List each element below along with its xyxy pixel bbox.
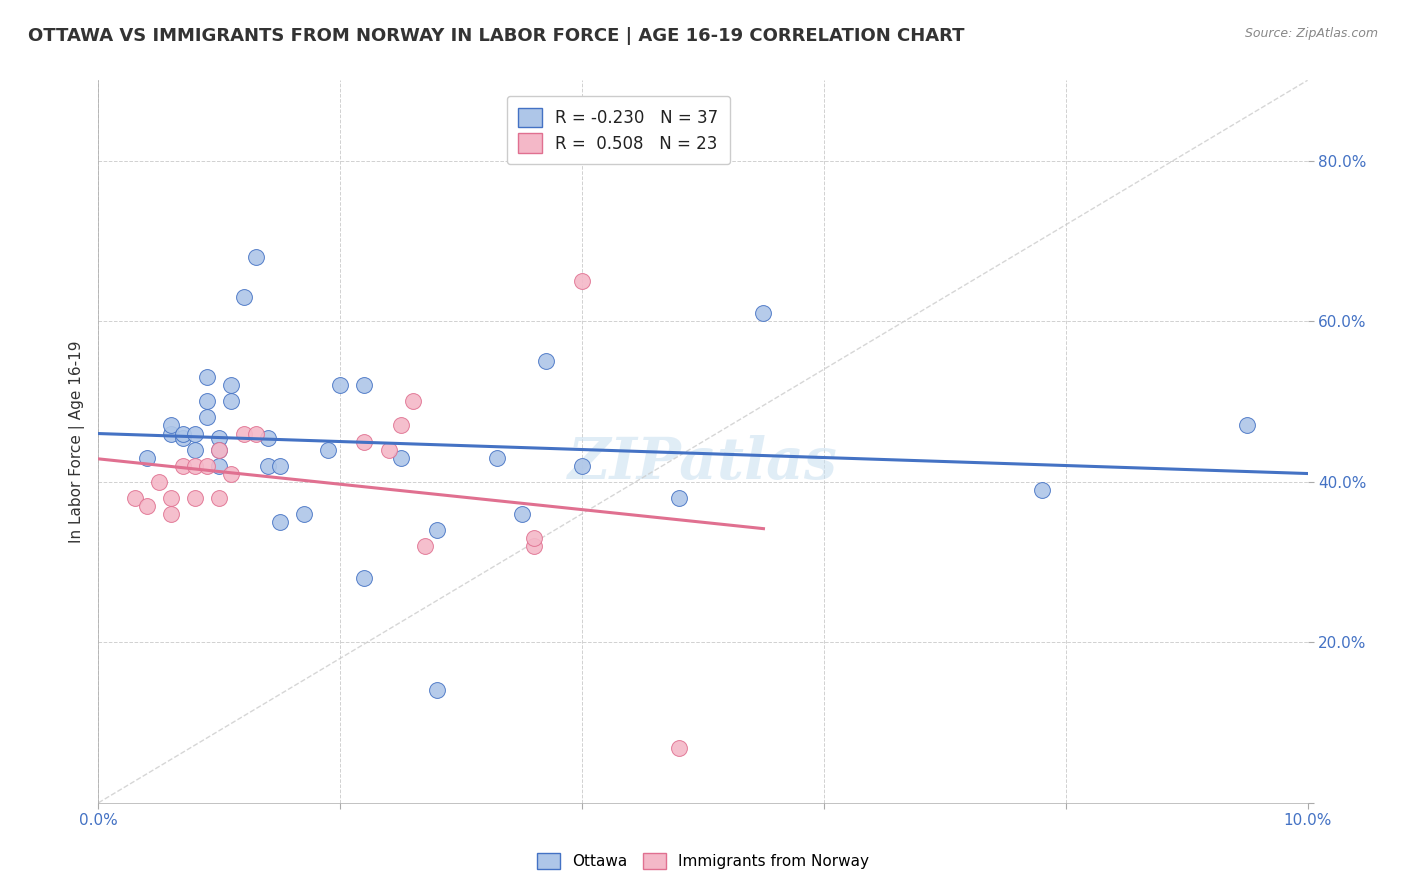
Point [124,491,146,505]
Point [208,442,231,457]
Point [135,499,157,513]
Point [1236,418,1258,433]
Y-axis label: In Labor Force | Age 16-19: In Labor Force | Age 16-19 [69,340,84,543]
Point [221,467,243,481]
Point [256,458,278,473]
Point [377,442,399,457]
Point [160,426,183,441]
Point [571,458,593,473]
Point [160,507,183,521]
Text: Source: ZipAtlas.com: Source: ZipAtlas.com [1244,27,1378,40]
Point [668,741,690,756]
Point [523,539,546,553]
Point [148,475,170,489]
Point [160,418,183,433]
Point [221,378,243,392]
Point [232,290,254,304]
Point [208,430,231,444]
Point [172,458,194,473]
Point [245,250,267,264]
Point [208,458,231,473]
Point [269,515,291,529]
Point [523,531,546,545]
Point [184,491,207,505]
Legend: Ottawa, Immigrants from Norway: Ottawa, Immigrants from Norway [531,847,875,875]
Point [668,491,690,505]
Point [195,370,218,384]
Point [534,354,557,368]
Point [232,426,254,441]
Point [172,426,194,441]
Point [413,539,436,553]
Point [752,306,775,320]
Point [389,450,412,465]
Point [195,410,218,425]
Point [292,507,315,521]
Point [245,426,267,441]
Point [426,523,449,537]
Point [208,442,231,457]
Point [195,394,218,409]
Point [353,571,375,585]
Point [135,450,157,465]
Point [208,491,231,505]
Point [195,458,218,473]
Point [389,418,412,433]
Point [329,378,352,392]
Point [316,442,339,457]
Point [353,378,375,392]
Point [160,491,183,505]
Point [426,683,449,698]
Point [1031,483,1053,497]
Point [256,430,278,444]
Point [571,274,593,288]
Point [184,458,207,473]
Point [269,458,291,473]
Text: OTTAWA VS IMMIGRANTS FROM NORWAY IN LABOR FORCE | AGE 16-19 CORRELATION CHART: OTTAWA VS IMMIGRANTS FROM NORWAY IN LABO… [28,27,965,45]
Point [172,430,194,444]
Point [510,507,533,521]
Point [402,394,425,409]
Point [221,394,243,409]
Point [184,426,207,441]
Point [184,442,207,457]
Point [353,434,375,449]
Text: ZIPatlas: ZIPatlas [568,435,838,491]
Legend: R = -0.230   N = 37, R =  0.508   N = 23: R = -0.230 N = 37, R = 0.508 N = 23 [506,95,730,164]
Point [486,450,509,465]
